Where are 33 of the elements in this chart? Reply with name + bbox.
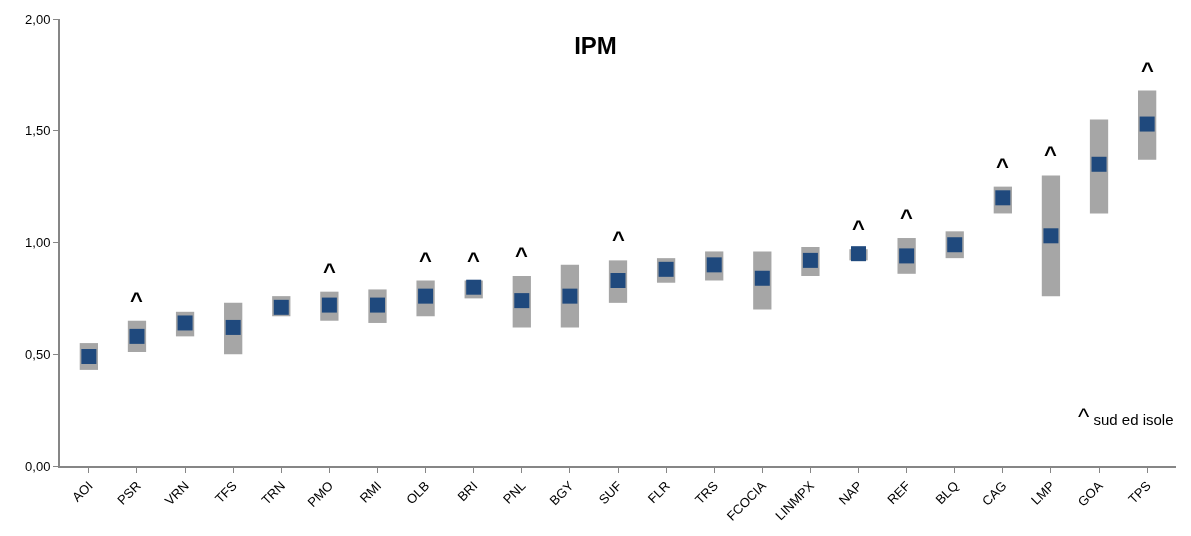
annotation: ^ [996, 154, 1009, 179]
x-tick-label: PNL [500, 478, 529, 507]
point [1043, 228, 1059, 244]
annotation: ^ [1044, 142, 1057, 167]
x-tick-label: TPS [1125, 477, 1155, 507]
text: IPM [574, 32, 617, 60]
annotation: ^ [515, 243, 528, 268]
point [1139, 116, 1155, 132]
annotation: ^ [612, 227, 625, 252]
annotation: ^ [900, 205, 913, 230]
x-tick-label: TRS [691, 477, 722, 508]
annotation: ^ [419, 248, 432, 273]
annotation: ^ [323, 259, 336, 284]
x-tick-label: BLQ [932, 478, 962, 508]
point [1091, 156, 1107, 172]
annotation: ^ [467, 248, 480, 273]
x-tick-label: AOI [69, 478, 96, 505]
annotation: ^ [130, 288, 143, 313]
point [466, 279, 482, 295]
x-tick-label: RMI [356, 478, 385, 506]
y-tick-label: 2,00 [25, 11, 51, 27]
x-tick-label: OLB [403, 478, 433, 508]
x-tick-label: FLR [644, 478, 673, 507]
annotation: ^ sud ed isole [1078, 403, 1174, 430]
y-tick-label: 0,50 [25, 346, 51, 362]
y-tick-label: 1,00 [25, 235, 51, 251]
x-tick-label: TFS [211, 477, 241, 507]
x-tick-label: TRN [258, 478, 288, 508]
y-tick-label: 0,00 [25, 458, 51, 474]
y-tick-label: 1,50 [25, 123, 51, 139]
x-tick-label: BRI [454, 478, 481, 505]
annotation: ^ [1141, 58, 1154, 83]
annotation: ^ [852, 216, 865, 241]
